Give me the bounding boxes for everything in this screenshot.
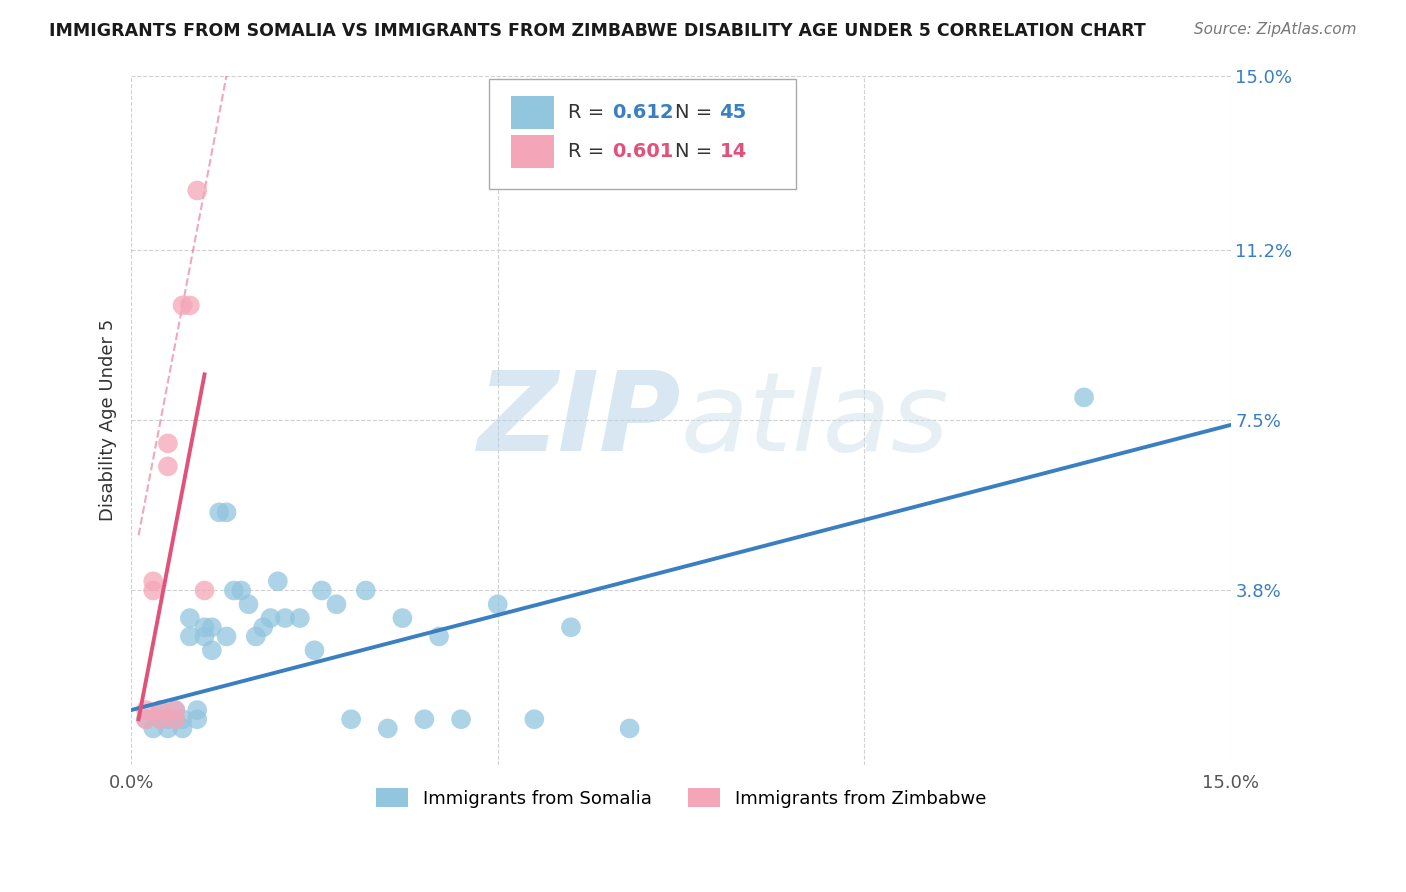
Point	[165, 712, 187, 726]
Y-axis label: Disability Age Under 5: Disability Age Under 5	[100, 319, 117, 522]
Point	[222, 583, 245, 598]
Point	[142, 722, 165, 736]
Point	[135, 703, 157, 717]
Bar	[510, 95, 554, 128]
Point	[135, 712, 157, 726]
Point	[619, 722, 641, 736]
Point	[179, 630, 201, 644]
Point	[135, 712, 157, 726]
Text: R =: R =	[568, 142, 610, 161]
Point	[208, 505, 231, 519]
Point	[288, 611, 311, 625]
Point	[165, 703, 187, 717]
Text: ZIP: ZIP	[478, 367, 681, 474]
Legend: Immigrants from Somalia, Immigrants from Zimbabwe: Immigrants from Somalia, Immigrants from…	[368, 781, 993, 814]
Point	[193, 583, 215, 598]
Point	[142, 583, 165, 598]
Point	[156, 722, 179, 736]
Point	[523, 712, 546, 726]
Point	[186, 703, 208, 717]
Point	[149, 712, 172, 726]
Point	[311, 583, 333, 598]
Point	[354, 583, 377, 598]
Text: 14: 14	[720, 142, 747, 161]
Point	[215, 630, 238, 644]
Point	[156, 712, 179, 726]
Point	[186, 712, 208, 726]
FancyBboxPatch shape	[488, 79, 796, 189]
Point	[156, 436, 179, 450]
Text: Source: ZipAtlas.com: Source: ZipAtlas.com	[1194, 22, 1357, 37]
Point	[165, 712, 187, 726]
Text: atlas: atlas	[681, 367, 949, 474]
Point	[215, 505, 238, 519]
Point	[304, 643, 326, 657]
Point	[201, 620, 224, 634]
Point	[377, 722, 399, 736]
Point	[142, 574, 165, 589]
Point	[193, 620, 215, 634]
Point	[179, 298, 201, 312]
Point	[486, 597, 509, 611]
Point	[179, 611, 201, 625]
Point	[156, 459, 179, 474]
Point	[165, 703, 187, 717]
Text: IMMIGRANTS FROM SOMALIA VS IMMIGRANTS FROM ZIMBABWE DISABILITY AGE UNDER 5 CORRE: IMMIGRANTS FROM SOMALIA VS IMMIGRANTS FR…	[49, 22, 1146, 40]
Point	[245, 630, 267, 644]
Point	[1073, 390, 1095, 404]
Point	[201, 643, 224, 657]
Point	[172, 298, 194, 312]
Point	[252, 620, 274, 634]
Point	[274, 611, 297, 625]
Text: N =: N =	[675, 103, 718, 121]
Point	[325, 597, 347, 611]
Point	[267, 574, 290, 589]
Point	[427, 630, 450, 644]
Text: 0.601: 0.601	[612, 142, 673, 161]
Point	[391, 611, 413, 625]
Point	[231, 583, 253, 598]
Text: 45: 45	[720, 103, 747, 121]
Point	[172, 722, 194, 736]
Point	[238, 597, 260, 611]
Point	[560, 620, 582, 634]
Point	[193, 630, 215, 644]
Point	[149, 712, 172, 726]
Point	[413, 712, 436, 726]
Text: N =: N =	[675, 142, 718, 161]
Text: 0.612: 0.612	[612, 103, 673, 121]
Text: R =: R =	[568, 103, 610, 121]
Point	[149, 703, 172, 717]
Point	[450, 712, 472, 726]
Point	[172, 712, 194, 726]
Bar	[510, 135, 554, 168]
Point	[340, 712, 363, 726]
Point	[149, 703, 172, 717]
Point	[186, 184, 208, 198]
Point	[259, 611, 281, 625]
